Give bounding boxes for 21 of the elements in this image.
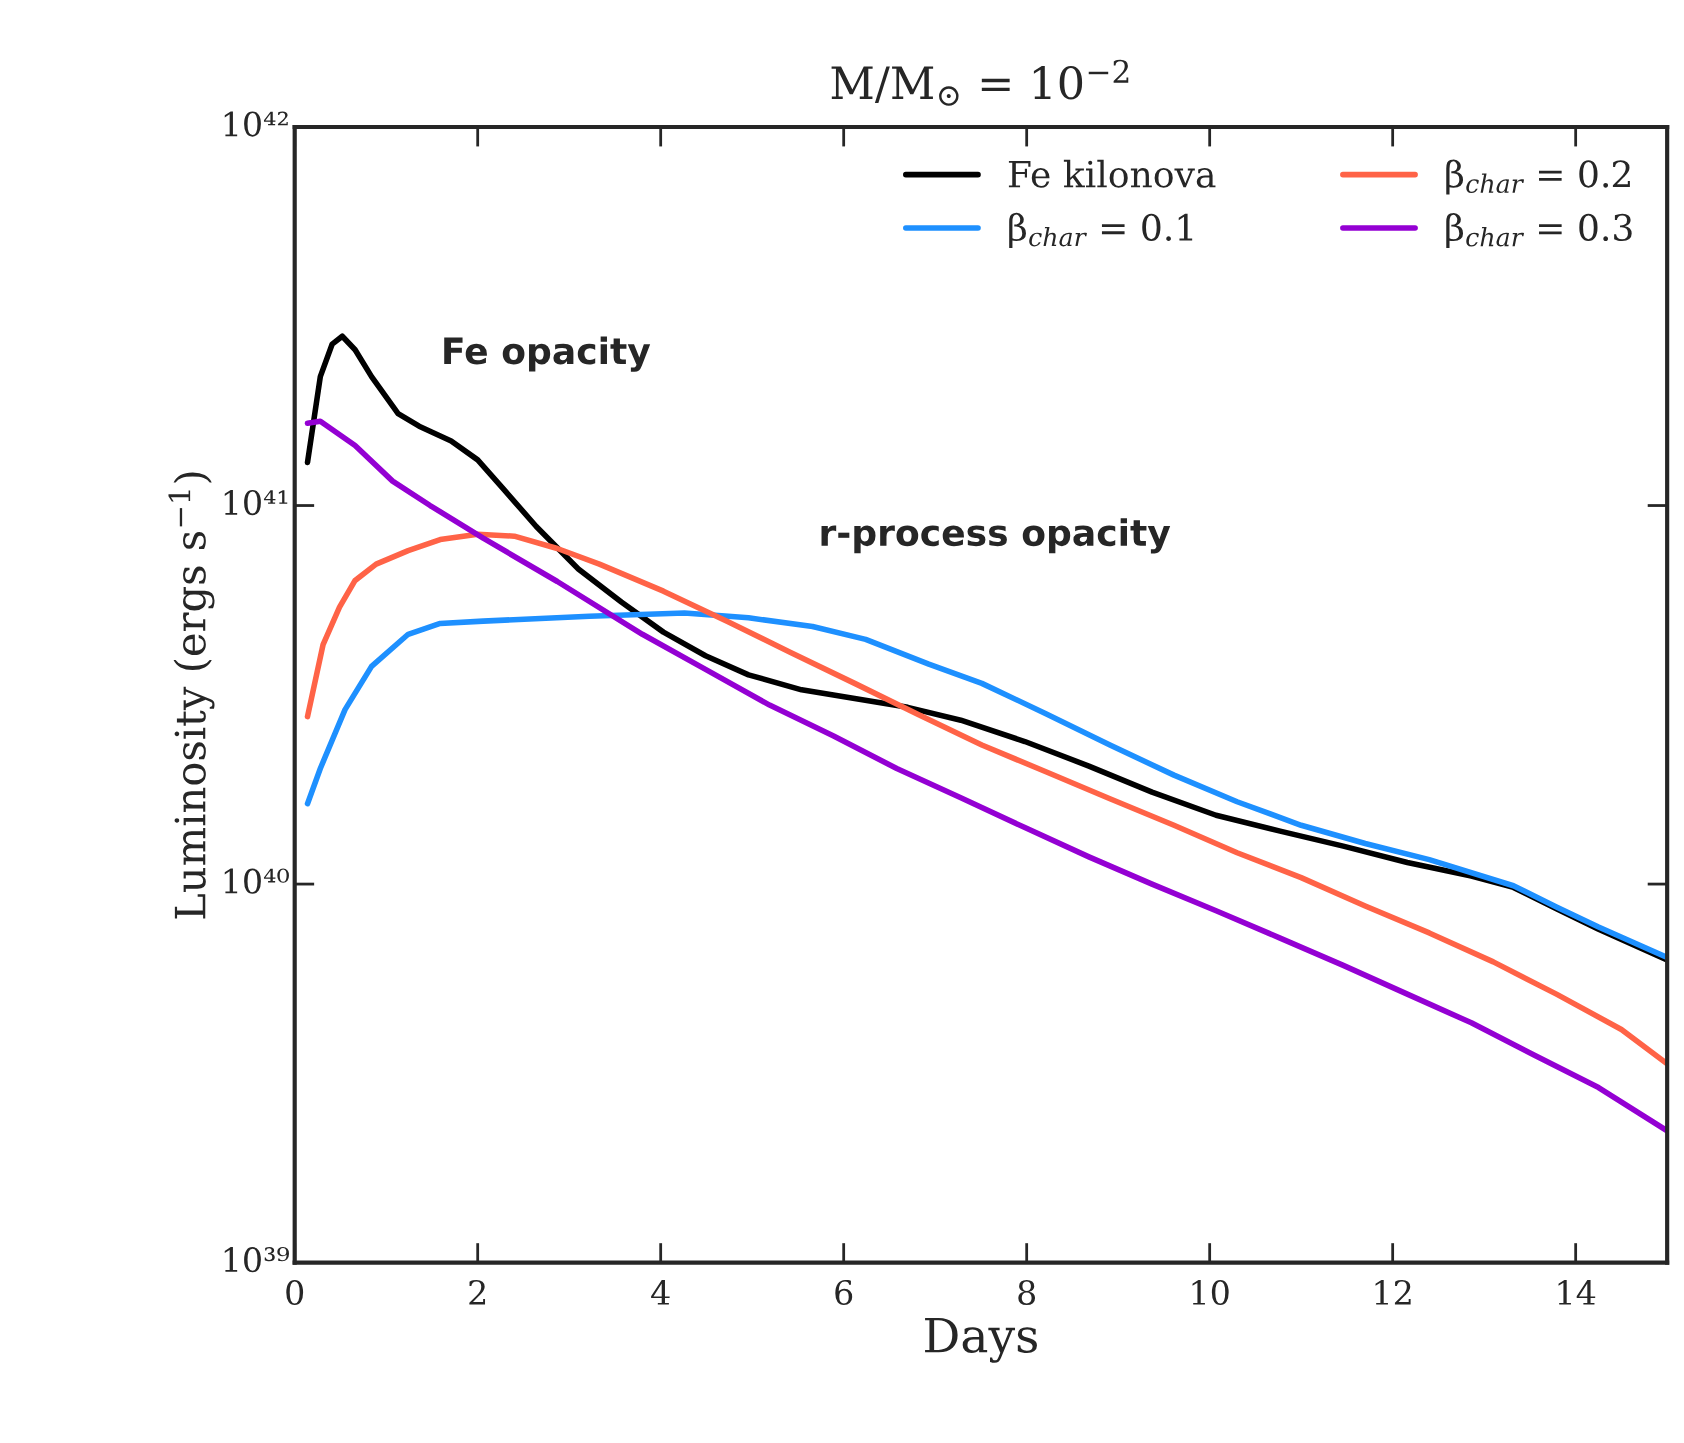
legend-label: β$_{char}$ = 0.3	[1446, 212, 1632, 249]
x-tick-label: 12	[1375, 1279, 1411, 1305]
y-tick-label: 10⁴²	[224, 111, 288, 137]
legend-label: β$_{char}$ = 0.2	[1446, 159, 1630, 195]
y-axis-title: Luminosity (ergs s$^{−1}$)	[168, 472, 215, 919]
x-tick-label: 0	[286, 1279, 304, 1306]
y-tick-label: 10³⁹	[224, 1247, 289, 1273]
x-tick-label: 8	[1018, 1279, 1036, 1306]
x-axis-title: Days	[925, 1317, 1037, 1363]
x-tick-label: 6	[835, 1279, 853, 1306]
annotation: r-process opacity	[821, 518, 1171, 554]
x-tick-label: 10	[1192, 1279, 1229, 1306]
chart-title: M/M$_{⊙}$ = 10$^{−2}$	[831, 59, 1129, 106]
legend-label: β$_{char}$ = 0.1	[1009, 212, 1193, 248]
legend-label: Fe kilonova	[1008, 159, 1216, 188]
y-tick-label: 10⁴¹	[224, 489, 288, 516]
annotation: Fe opacity	[444, 336, 651, 372]
x-tick-label: 14	[1558, 1279, 1596, 1305]
x-tick-label: 4	[651, 1279, 670, 1305]
y-tick-label: 10⁴⁰	[224, 868, 289, 894]
x-tick-label: 2	[469, 1279, 486, 1305]
